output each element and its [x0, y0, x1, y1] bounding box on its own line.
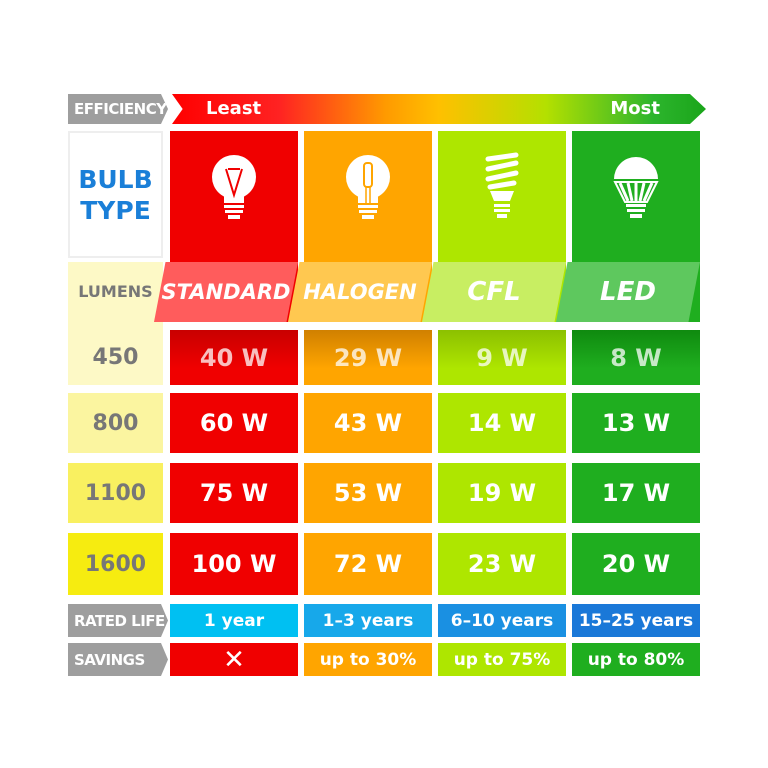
bulb-name-1: HALOGEN — [288, 262, 432, 322]
savings-cell: up to 75% — [438, 643, 566, 676]
savings-cell: up to 30% — [304, 643, 432, 676]
bulb-name-0: STANDARD — [154, 262, 298, 322]
rated-life-cell: 6–10 years — [438, 604, 566, 637]
watts-cell: 60 W — [170, 393, 298, 453]
lumens-450: 450 — [68, 330, 163, 385]
watts-cell: 14 W — [438, 393, 566, 453]
bulb-name-2: CFL — [422, 262, 566, 322]
cfl-bulb-icon — [485, 152, 519, 218]
watts-cell: 53 W — [304, 463, 432, 523]
watts-cell: 29 W — [304, 330, 432, 385]
watts-cell: 13 W — [572, 393, 700, 453]
savings-cell: ✕ — [170, 643, 298, 676]
least-label: Least — [206, 98, 262, 119]
watts-cell: 17 W — [572, 463, 700, 523]
savings-label: SAVINGS — [68, 643, 168, 676]
savings-cell: up to 80% — [572, 643, 700, 676]
efficiency-label: EFFICIENCY — [68, 94, 168, 124]
watts-cell: 23 W — [438, 533, 566, 595]
watts-cell: 8 W — [572, 330, 700, 385]
watts-cell: 100 W — [170, 533, 298, 595]
lumens-1600: 1600 — [68, 533, 163, 595]
watts-cell: 20 W — [572, 533, 700, 595]
lumens-800: 800 — [68, 393, 163, 453]
bulb-name-3: LED — [556, 262, 700, 322]
watts-cell: 40 W — [170, 330, 298, 385]
rated-life-cell: 1–3 years — [304, 604, 432, 637]
efficiency-scale: Least Most — [172, 94, 706, 124]
rated-life-label: RATED LIFE — [68, 604, 168, 637]
led-bulb-icon — [613, 157, 659, 218]
watts-cell: 43 W — [304, 393, 432, 453]
rated-life-cell: 1 year — [170, 604, 298, 637]
halogen-bulb-icon — [346, 155, 390, 219]
incandescent-bulb-icon — [212, 155, 256, 219]
watts-cell: 19 W — [438, 463, 566, 523]
watts-cell: 75 W — [170, 463, 298, 523]
watts-cell: 72 W — [304, 533, 432, 595]
bulb-type-header: BULB TYPE — [68, 131, 163, 258]
bulb-type-line2: TYPE — [80, 195, 151, 225]
bulb-type-line1: BULB — [78, 164, 153, 194]
most-label: Most — [610, 98, 660, 119]
rated-life-cell: 15–25 years — [572, 604, 700, 637]
watts-cell: 9 W — [438, 330, 566, 385]
lumens-1100: 1100 — [68, 463, 163, 523]
